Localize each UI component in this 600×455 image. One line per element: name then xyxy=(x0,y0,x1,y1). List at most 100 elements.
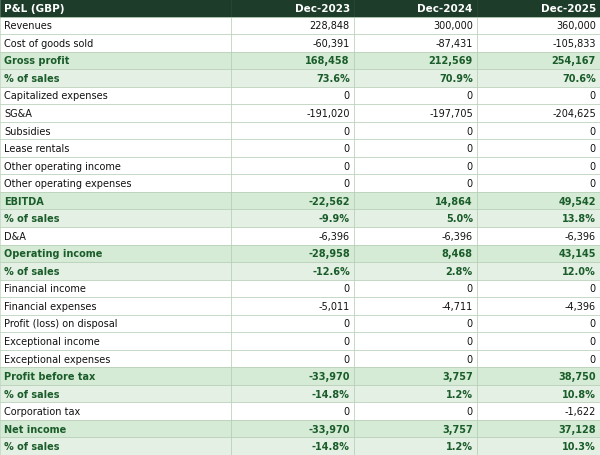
Text: 73.6%: 73.6% xyxy=(316,74,350,84)
Text: Dec-2024: Dec-2024 xyxy=(418,4,473,14)
Bar xyxy=(231,368,354,385)
Bar xyxy=(231,210,354,228)
Text: % of sales: % of sales xyxy=(4,74,60,84)
Bar xyxy=(354,228,477,245)
Bar xyxy=(231,122,354,140)
Bar xyxy=(0,315,231,333)
Text: Other operating expenses: Other operating expenses xyxy=(4,179,132,189)
Bar xyxy=(477,298,600,315)
Text: 1.2%: 1.2% xyxy=(446,441,473,451)
Bar xyxy=(231,263,354,280)
Text: 12.0%: 12.0% xyxy=(562,266,596,276)
Text: -14.8%: -14.8% xyxy=(312,389,350,399)
Bar xyxy=(477,192,600,210)
Bar xyxy=(354,403,477,420)
Text: 0: 0 xyxy=(467,284,473,294)
Text: -14.8%: -14.8% xyxy=(312,441,350,451)
Text: -28,958: -28,958 xyxy=(308,249,350,259)
Text: 5.0%: 5.0% xyxy=(446,214,473,224)
Bar xyxy=(354,105,477,122)
Bar xyxy=(477,210,600,228)
Text: 13.8%: 13.8% xyxy=(562,214,596,224)
Text: Cost of goods sold: Cost of goods sold xyxy=(4,39,94,49)
Bar xyxy=(231,52,354,70)
Text: 10.3%: 10.3% xyxy=(562,441,596,451)
Bar xyxy=(231,157,354,175)
Text: 300,000: 300,000 xyxy=(433,21,473,31)
Bar xyxy=(354,280,477,298)
Text: 0: 0 xyxy=(467,91,473,101)
Text: Exceptional income: Exceptional income xyxy=(4,336,100,346)
Bar xyxy=(354,263,477,280)
Bar xyxy=(0,333,231,350)
Bar xyxy=(477,0,600,17)
Bar xyxy=(231,35,354,52)
Text: 10.8%: 10.8% xyxy=(562,389,596,399)
Text: -4,396: -4,396 xyxy=(565,301,596,311)
Bar xyxy=(231,385,354,403)
Text: Revenues: Revenues xyxy=(4,21,52,31)
Text: -6,396: -6,396 xyxy=(565,231,596,241)
Text: 0: 0 xyxy=(344,144,350,154)
Bar xyxy=(0,263,231,280)
Bar xyxy=(0,210,231,228)
Text: -4,711: -4,711 xyxy=(442,301,473,311)
Text: -204,625: -204,625 xyxy=(552,109,596,119)
Bar xyxy=(477,438,600,455)
Text: 43,145: 43,145 xyxy=(558,249,596,259)
Text: Profit (loss) on disposal: Profit (loss) on disposal xyxy=(4,319,118,329)
Bar xyxy=(477,105,600,122)
Text: 0: 0 xyxy=(344,336,350,346)
Bar xyxy=(0,385,231,403)
Bar xyxy=(0,70,231,87)
Text: Gross profit: Gross profit xyxy=(4,56,70,66)
Bar xyxy=(0,298,231,315)
Bar xyxy=(477,17,600,35)
Bar xyxy=(231,105,354,122)
Bar xyxy=(231,315,354,333)
Text: 212,569: 212,569 xyxy=(428,56,473,66)
Text: 0: 0 xyxy=(590,144,596,154)
Bar xyxy=(0,403,231,420)
Text: % of sales: % of sales xyxy=(4,214,60,224)
Text: P&L (GBP): P&L (GBP) xyxy=(4,4,65,14)
Bar xyxy=(231,175,354,192)
Text: D&A: D&A xyxy=(4,231,26,241)
Bar xyxy=(0,192,231,210)
Text: 0: 0 xyxy=(344,179,350,189)
Text: 8,468: 8,468 xyxy=(442,249,473,259)
Text: 0: 0 xyxy=(467,406,473,416)
Bar xyxy=(477,228,600,245)
Text: Profit before tax: Profit before tax xyxy=(4,371,95,381)
Text: 0: 0 xyxy=(467,161,473,171)
Text: % of sales: % of sales xyxy=(4,266,60,276)
Bar xyxy=(0,280,231,298)
Bar xyxy=(477,280,600,298)
Bar xyxy=(477,350,600,368)
Bar xyxy=(231,87,354,105)
Bar xyxy=(0,350,231,368)
Text: 0: 0 xyxy=(344,406,350,416)
Bar xyxy=(354,0,477,17)
Bar xyxy=(354,210,477,228)
Bar xyxy=(477,420,600,438)
Bar xyxy=(354,70,477,87)
Text: 0: 0 xyxy=(467,179,473,189)
Text: 14,864: 14,864 xyxy=(435,196,473,206)
Text: -87,431: -87,431 xyxy=(436,39,473,49)
Bar xyxy=(231,280,354,298)
Text: 0: 0 xyxy=(344,284,350,294)
Bar xyxy=(0,0,231,17)
Bar xyxy=(231,140,354,157)
Bar xyxy=(231,298,354,315)
Bar xyxy=(477,35,600,52)
Bar xyxy=(477,368,600,385)
Text: % of sales: % of sales xyxy=(4,389,60,399)
Bar xyxy=(477,175,600,192)
Text: EBITDA: EBITDA xyxy=(4,196,44,206)
Text: 2.8%: 2.8% xyxy=(446,266,473,276)
Text: 168,458: 168,458 xyxy=(305,56,350,66)
Text: 70.6%: 70.6% xyxy=(562,74,596,84)
Bar xyxy=(477,245,600,263)
Text: -6,396: -6,396 xyxy=(442,231,473,241)
